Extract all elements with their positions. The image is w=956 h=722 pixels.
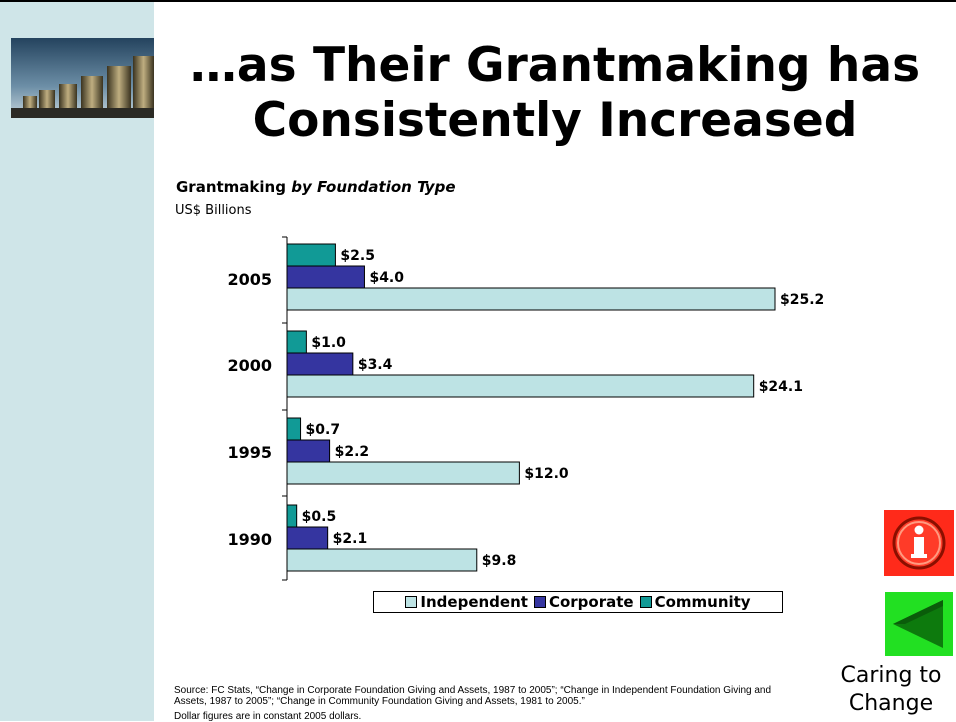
sidebar-band [0,0,154,721]
bar-independent-2000 [286,374,755,398]
bar-corporate-2005 [286,265,365,289]
info-icon [892,516,946,570]
value-label-community-1990: $0.5 [302,509,337,525]
bar-community-2000 [286,330,307,354]
slide-title: …as Their Grantmaking has Consistently I… [160,38,950,148]
value-label-independent-1990: $9.8 [482,553,517,569]
back-arrow-icon [893,600,943,648]
bar-independent-1995 [286,461,520,485]
legend-item-independent: Independent [405,593,528,611]
value-label-community-2000: $1.0 [311,335,346,351]
caption-line-2: Change [848,691,934,716]
title-line-2: Consistently Increased [252,93,858,148]
value-label-community-1995: $0.7 [306,422,341,438]
legend-swatch-independent [405,596,418,608]
chart-title-main: Grantmaking [176,178,292,196]
value-label-independent-2000: $24.1 [759,379,803,395]
category-label-2000: 2000 [227,356,272,375]
bar-corporate-1995 [286,439,331,463]
legend-label-corporate: Corporate [548,593,634,611]
value-label-corporate-2005: $4.0 [369,270,404,286]
info-button[interactable] [884,510,954,576]
caring-to-change-caption: Caring to Change [826,662,956,718]
value-label-corporate-2000: $3.4 [358,357,393,373]
title-line-1: …as Their Grantmaking has [189,38,921,93]
value-label-independent-1995: $12.0 [524,466,569,482]
chart-title: Grantmaking by Foundation Type [176,178,456,196]
bar-corporate-1990 [286,526,329,550]
value-label-corporate-1995: $2.2 [335,444,370,460]
category-label-1995: 1995 [227,443,272,462]
legend-item-corporate: Corporate [533,593,634,611]
value-label-independent-2005: $25.2 [780,292,824,308]
legend-swatch-community [639,596,652,608]
legend-label-community: Community [654,593,751,611]
source-citation: Source: FC Stats, “Change in Corporate F… [174,685,772,707]
bar-community-2005 [286,243,336,267]
top-rule [0,0,956,2]
caption-line-1: Caring to [840,663,942,688]
chart-subtitle: US$ Billions [175,203,252,218]
dollar-note: Dollar figures are in constant 2005 doll… [174,711,362,722]
category-label-2005: 2005 [227,270,272,289]
bar-community-1995 [286,417,302,441]
legend-label-independent: Independent [420,593,528,611]
chart-legend: Independent Corporate Community [373,591,783,613]
value-label-community-2005: $2.5 [340,248,375,264]
legend-swatch-corporate [533,596,546,608]
bar-corporate-2000 [286,352,354,376]
category-label-1990: 1990 [227,530,272,549]
back-button[interactable] [885,592,953,656]
value-label-corporate-1990: $2.1 [333,531,368,547]
bar-independent-2005 [286,287,776,311]
chart-title-emphasis: by Foundation Type [291,178,456,196]
bar-independent-1990 [286,548,478,572]
stacked-coins-image [11,38,154,118]
bar-community-1990 [286,504,298,528]
legend-item-community: Community [639,593,751,611]
